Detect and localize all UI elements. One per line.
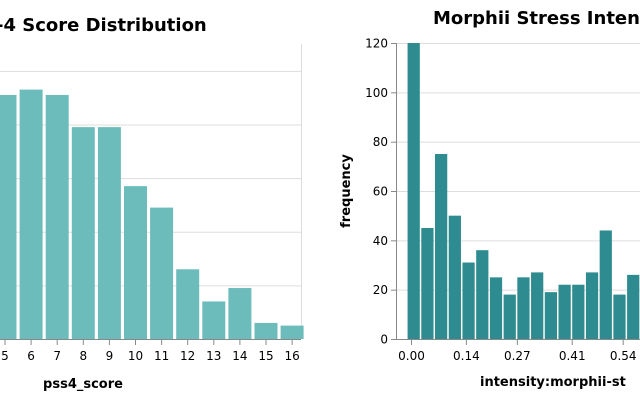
left-bar-10 (124, 186, 147, 339)
left-x-tick-label-5: 10 (128, 349, 143, 363)
left-x-tick-label-3: 8 (79, 349, 87, 363)
left-bar-13 (202, 301, 226, 339)
left-bar-16 (280, 325, 304, 339)
right-bar-11 (558, 284, 571, 339)
left-x-axis-title: pss4_score (43, 377, 123, 392)
left-x-axis: 5 6 7 8 9 10 11 12 13 14 15 16 (0, 339, 301, 363)
pss4-score-chart: -4 Score Distribution 5 6 7 8 9 10 11 12 13 14 15 1… (0, 15, 304, 392)
right-y-tick-label-5: 100 (365, 86, 388, 100)
left-x-tick-label-10: 15 (258, 349, 273, 363)
right-bar-9 (531, 272, 544, 339)
right-y-tick-label-2: 40 (373, 234, 388, 248)
morphii-stress-chart: Morphii Stress Intens 0 20 40 60 80 100 120 0.… (339, 8, 640, 390)
right-bar-2 (435, 154, 448, 339)
right-x-axis: 0.00 0.14 0.27 0.41 0.54 (397, 339, 640, 363)
left-x-tick-label-6: 11 (154, 349, 169, 363)
right-bar-12 (572, 284, 585, 339)
right-bar-15 (613, 294, 626, 339)
left-bar-5 (0, 94, 17, 339)
left-bar-11 (150, 207, 174, 339)
right-y-tick-label-0: 0 (380, 333, 388, 347)
right-bar-5 (476, 250, 489, 339)
left-x-tick-label-8: 13 (206, 349, 221, 363)
right-bar-13 (585, 272, 599, 339)
right-x-tick-label-2: 0.27 (504, 349, 531, 363)
right-bar-1 (421, 228, 434, 339)
right-y-tick-label-6: 120 (365, 37, 388, 51)
left-bars (0, 89, 304, 340)
right-bar-0 (407, 43, 420, 339)
left-x-tick-label-7: 12 (180, 349, 195, 363)
right-y-axis-title: frequency (339, 154, 354, 228)
left-bar-15 (254, 322, 278, 339)
right-bar-6 (489, 277, 503, 339)
left-bar-12 (176, 269, 200, 339)
left-bar-7 (45, 94, 69, 339)
right-y-tick-label-4: 80 (373, 135, 388, 149)
right-x-tick-label-4: 0.54 (610, 349, 637, 363)
left-x-tick-label-9: 14 (232, 349, 247, 363)
right-x-axis-title: intensity:morphii-st (480, 375, 626, 390)
right-bar-8 (517, 277, 530, 339)
right-bar-16 (627, 274, 640, 339)
right-chart-title: Morphii Stress Intens (433, 8, 640, 29)
left-x-tick-label-2: 7 (53, 349, 61, 363)
right-bar-14 (599, 230, 612, 339)
left-bar-8 (71, 127, 95, 340)
left-x-tick-label-11: 16 (284, 349, 299, 363)
right-bar-7 (503, 294, 516, 339)
left-bar-9 (97, 127, 121, 340)
left-chart-title: -4 Score Distribution (0, 15, 207, 36)
right-bar-3 (448, 215, 461, 339)
left-x-tick-label-1: 6 (27, 349, 35, 363)
right-x-tick-label-1: 0.14 (453, 349, 480, 363)
right-bar-10 (544, 292, 557, 339)
right-y-tick-label-3: 60 (373, 185, 388, 199)
left-bar-6 (19, 89, 43, 339)
left-x-tick-label-0: 5 (1, 349, 9, 363)
left-x-tick-label-4: 9 (106, 349, 114, 363)
right-bar-4 (462, 262, 475, 339)
left-bar-14 (228, 288, 252, 339)
right-x-tick-label-3: 0.41 (559, 349, 586, 363)
right-bars (407, 43, 640, 339)
right-x-tick-label-0: 0.00 (398, 349, 425, 363)
right-y-axis: 0 20 40 60 80 100 120 (365, 37, 397, 347)
right-y-tick-label-1: 20 (373, 283, 388, 297)
